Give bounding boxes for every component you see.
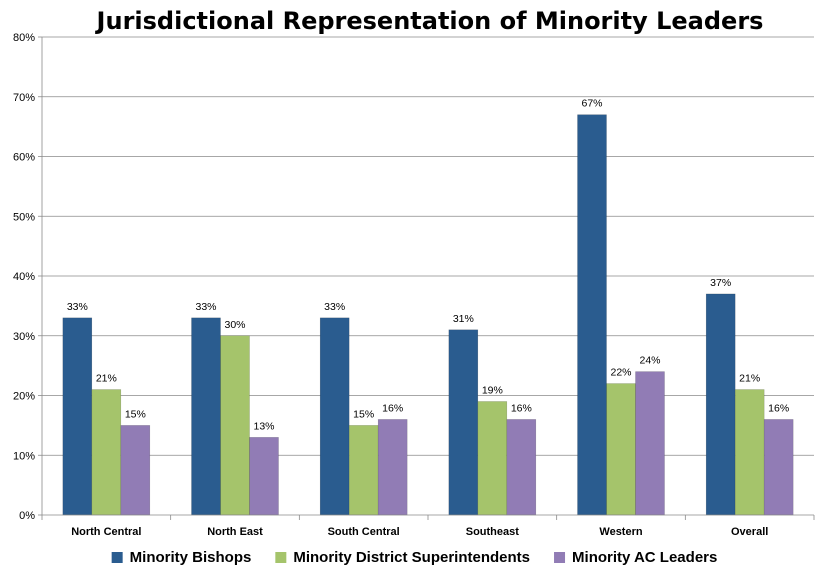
bar: [62, 317, 93, 516]
axes: 0% 10% 20% 30% 40% 50% 60% 70% 80% North Central N…: [13, 32, 815, 538]
bar: [506, 419, 537, 516]
bar: [448, 329, 479, 516]
data-label: 33%: [324, 301, 345, 313]
data-label: 16%: [382, 402, 403, 414]
data-label: 33%: [195, 301, 216, 313]
bar: [606, 383, 636, 516]
bar: [319, 317, 350, 516]
legend-swatch: [111, 552, 123, 563]
data-label: 16%: [768, 402, 789, 414]
x-tick-label: South Central: [328, 526, 400, 538]
legend-label: Minority District Superintendents: [293, 549, 530, 566]
x-tick-label: Southeast: [466, 526, 520, 538]
data-label: 67%: [581, 98, 602, 110]
y-tick-label: 40%: [13, 271, 35, 283]
legend-label: Minority Bishops: [130, 549, 252, 566]
y-tick-label: 70%: [13, 92, 35, 104]
x-tick-label: Western: [599, 526, 642, 538]
y-tick-label: 80%: [13, 32, 35, 44]
bar: [705, 293, 736, 516]
y-tick-label: 30%: [13, 331, 35, 343]
data-label: 37%: [710, 277, 731, 289]
bar: [348, 425, 379, 516]
y-tick-label: 20%: [13, 391, 35, 403]
bars: [62, 114, 794, 516]
bar: [249, 437, 279, 516]
legend: Minority Bishops Minority District Superi…: [111, 549, 717, 566]
data-label: 21%: [96, 373, 117, 385]
data-label: 15%: [353, 408, 374, 420]
chart-title: Jurisdictional Representation of Minorit…: [95, 7, 764, 35]
y-tick-label: 10%: [13, 450, 35, 462]
y-tick-label: 0%: [19, 510, 35, 522]
x-tick-label: North East: [207, 526, 263, 538]
data-labels: 33% 33% 33% 31% 67% 37% 21% 30% 15% 19% 22% 21% 15% 1…: [67, 98, 789, 433]
bar: [477, 401, 508, 516]
bar: [734, 389, 765, 516]
legend-item: Minority AC Leaders: [554, 549, 717, 566]
data-label: 22%: [610, 367, 631, 379]
legend-swatch: [275, 552, 287, 563]
y-tick-label: 50%: [13, 211, 35, 223]
data-label: 16%: [511, 402, 532, 414]
x-tick-label: Overall: [731, 526, 768, 538]
bar: [191, 317, 221, 516]
legend-label: Minority AC Leaders: [572, 549, 717, 566]
x-tick-label: North Central: [71, 526, 141, 538]
bar: [377, 419, 408, 516]
data-label: 24%: [639, 355, 660, 367]
data-label: 33%: [67, 301, 88, 313]
legend-swatch: [554, 552, 566, 563]
data-label: 31%: [453, 313, 474, 325]
data-label: 19%: [482, 384, 503, 396]
y-tick-label: 60%: [13, 152, 35, 164]
bar: [763, 419, 794, 516]
bar: [120, 425, 151, 516]
legend-item: Minority Bishops: [111, 549, 252, 566]
data-label: 15%: [125, 408, 146, 420]
bar: [220, 335, 250, 516]
bar: [577, 114, 607, 516]
bar: [635, 371, 665, 516]
bar: [91, 389, 122, 516]
legend-item: Minority District Superintendents: [275, 549, 530, 566]
data-label: 30%: [224, 319, 245, 331]
data-label: 21%: [739, 373, 760, 385]
gridlines: [42, 36, 814, 456]
data-label: 13%: [253, 420, 274, 432]
